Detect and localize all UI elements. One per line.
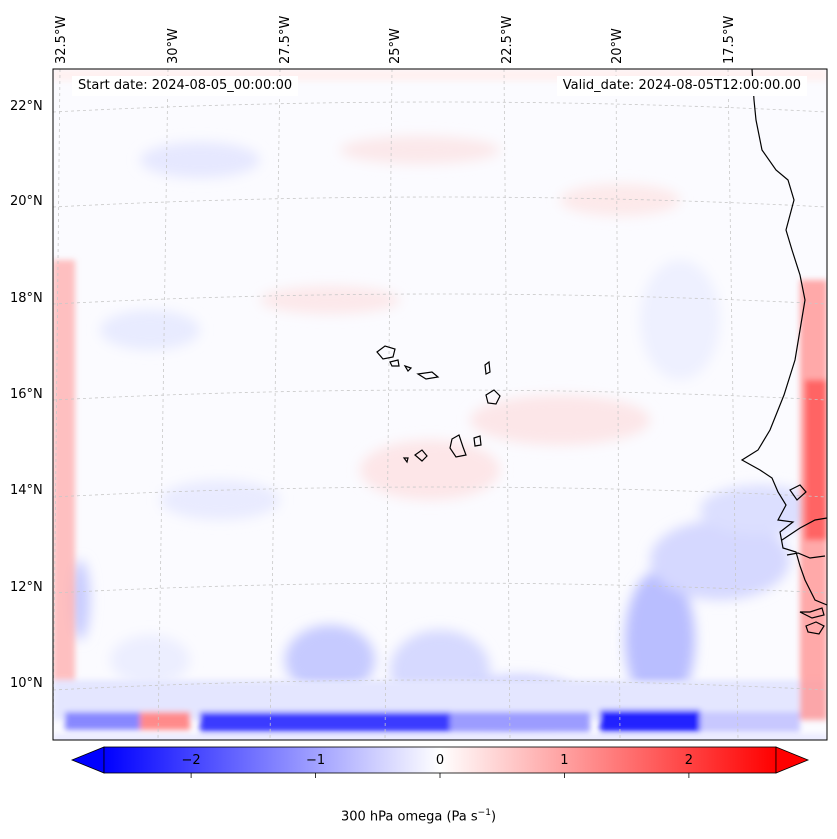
colorbar-tick-label: 0 bbox=[435, 753, 445, 768]
omega-field bbox=[53, 69, 827, 740]
lon-label: 20°W bbox=[610, 28, 625, 64]
lat-label: 10°N bbox=[10, 676, 43, 691]
valid-date-label: Valid_date: 2024-08-05T12:00:00.00 bbox=[556, 76, 807, 96]
coastline bbox=[740, 69, 827, 635]
lat-label: 18°N bbox=[10, 291, 43, 306]
lat-label: 22°N bbox=[10, 99, 43, 114]
colorbar-tick-label: −2 bbox=[181, 753, 201, 768]
colorbar-max-extend bbox=[775, 746, 810, 774]
lat-label: 14°N bbox=[10, 483, 43, 498]
lon-label: 27.5°W bbox=[278, 15, 293, 64]
cape-verde-islands bbox=[376, 345, 501, 464]
colorbar-ticks bbox=[190, 773, 690, 778]
lon-label: 17.5°W bbox=[722, 15, 737, 64]
colorbar-title: 300 hPa omega (Pa s−1) bbox=[340, 808, 497, 825]
colorbar bbox=[70, 746, 810, 778]
colorbar-tick-label: 2 bbox=[684, 753, 694, 768]
graticule bbox=[53, 69, 827, 740]
lon-label: 22.5°W bbox=[500, 15, 515, 64]
lon-label: 30°W bbox=[166, 28, 181, 64]
lat-label: 12°N bbox=[10, 580, 43, 595]
map-frame bbox=[52, 68, 828, 741]
lon-label: 25°W bbox=[388, 28, 403, 64]
lat-label: 16°N bbox=[10, 387, 43, 402]
lon-label: 32.5°W bbox=[54, 15, 69, 64]
start-date-label: Start date: 2024-08-05_00:00:00 bbox=[72, 76, 299, 96]
lat-label: 20°N bbox=[10, 194, 43, 209]
colorbar-min-extend bbox=[70, 746, 105, 774]
colorbar-tick-label: 1 bbox=[560, 753, 569, 768]
colorbar-tick-label: −1 bbox=[305, 753, 326, 768]
colorbar-body bbox=[103, 746, 777, 774]
